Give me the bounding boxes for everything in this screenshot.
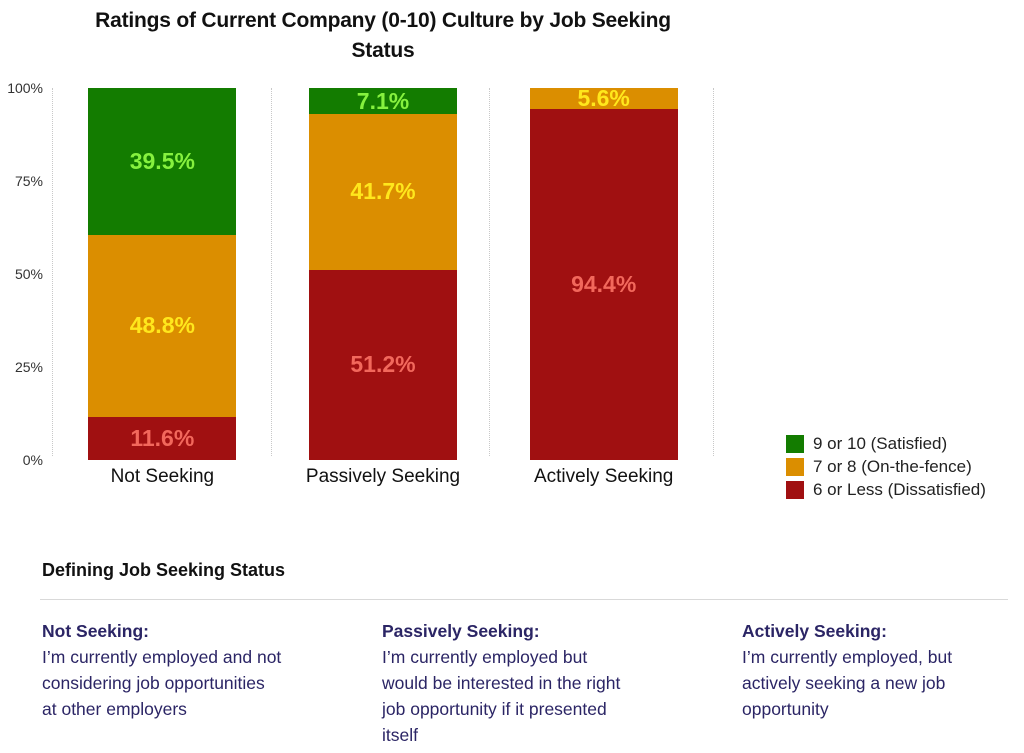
y-tick-50: 50% (14, 266, 43, 282)
y-tick-25: 25% (14, 359, 43, 375)
bar-segment-6-or-less-dissatisfied: 51.2% (309, 269, 457, 460)
bar-passively-seeking: 7.1% 41.7% 51.2% (309, 88, 457, 460)
definition-description: I’m currently employed and not consideri… (42, 647, 282, 719)
legend-swatch-icon (786, 457, 804, 476)
definitions-heading: Defining Job Seeking Status (42, 560, 286, 580)
legend-label: 9 or 10 (Satisfied) (813, 433, 948, 453)
gridline (713, 88, 714, 456)
segment-value-label: 48.8% (129, 312, 195, 339)
chart-title: Ratings of Current Company (0-10) Cultur… (95, 9, 671, 62)
definition-term: Actively Seeking: (742, 621, 887, 641)
x-label-not-seeking: Not Seeking (110, 466, 215, 487)
x-label-passively-seeking: Passively Seeking (305, 466, 461, 487)
gridline (489, 88, 490, 456)
y-tick-75: 75% (14, 173, 43, 189)
y-tick-0: 0% (22, 452, 43, 468)
definition-term: Passively Seeking: (382, 621, 540, 641)
plot-area: 39.5% 48.8% 11.6% 7.1% 41.7% 51.2% 5.6% 94.4% (52, 88, 714, 460)
bar-segment-7-or-8-on-the-fence: 48.8% (88, 235, 237, 417)
legend-label: 6 or Less (Dissatisfied) (813, 479, 986, 499)
bar-segment-6-or-less-dissatisfied: 94.4% (529, 108, 678, 460)
bar-actively-seeking: 5.6% 94.4% (529, 88, 678, 460)
gridline (52, 88, 53, 456)
bars-row: 39.5% 48.8% 11.6% 7.1% 41.7% 51.2% 5.6% 94.4% (52, 88, 714, 460)
bar-not-seeking: 39.5% 48.8% 11.6% (88, 88, 237, 460)
segment-value-label: 41.7% (350, 178, 416, 205)
legend-swatch-icon (786, 480, 804, 499)
segment-value-label: 11.6% (130, 424, 195, 451)
definitions-grid: Not Seeking: I’m currently employed and n… (42, 618, 1008, 748)
segment-value-label: 51.2% (350, 351, 416, 378)
legend-item-6-or-less-dissatisfied: 6 or Less (Dissatisfied) (786, 478, 986, 501)
segment-value-label: 94.4% (571, 270, 637, 297)
bar-segment-9-or-10-satisfied: 7.1% (309, 88, 457, 115)
legend: 9 or 10 (Satisfied) 7 or 8 (On-the-fence)… (786, 432, 986, 501)
y-axis: 100% 75% 50% 25% 0% (0, 80, 45, 468)
gridline (271, 88, 272, 456)
definition-description: I’m currently employed but would be inte… (382, 647, 621, 745)
legend-item-9-or-10-satisfied: 9 or 10 (Satisfied) (786, 432, 986, 455)
legend-swatch-icon (786, 434, 804, 453)
bar-segment-6-or-less-dissatisfied: 11.6% (88, 416, 237, 460)
definition-term: Not Seeking: (42, 621, 149, 641)
segment-value-label: 7.1% (356, 88, 410, 114)
bar-slot-actively-seeking: 5.6% 94.4% (493, 88, 714, 460)
x-axis-labels: Not Seeking Passively Seeking Actively See… (52, 466, 714, 488)
bar-segment-9-or-10-satisfied: 39.5% (88, 88, 237, 236)
legend-label: 7 or 8 (On-the-fence) (813, 456, 972, 476)
x-label-actively-seeking: Actively Seeking (533, 466, 674, 487)
definition-actively-seeking: Actively Seeking: I’m currently employed,… (742, 618, 1008, 748)
bar-segment-7-or-8-on-the-fence: 5.6% (529, 88, 678, 111)
segment-value-label: 5.6% (577, 88, 630, 111)
bar-slot-passively-seeking: 7.1% 41.7% 51.2% (273, 88, 494, 460)
segment-value-label: 39.5% (129, 148, 195, 175)
definition-description: I’m currently employed, but actively see… (742, 647, 953, 719)
divider-rule (40, 599, 1008, 600)
bar-segment-7-or-8-on-the-fence: 41.7% (309, 114, 457, 270)
definition-passively-seeking: Passively Seeking: I’m currently employed… (382, 618, 742, 748)
definition-not-seeking: Not Seeking: I’m currently employed and n… (42, 618, 382, 748)
bar-slot-not-seeking: 39.5% 48.8% 11.6% (52, 88, 273, 460)
legend-item-7-or-8-on-the-fence: 7 or 8 (On-the-fence) (786, 455, 986, 478)
y-tick-100: 100% (7, 80, 43, 96)
